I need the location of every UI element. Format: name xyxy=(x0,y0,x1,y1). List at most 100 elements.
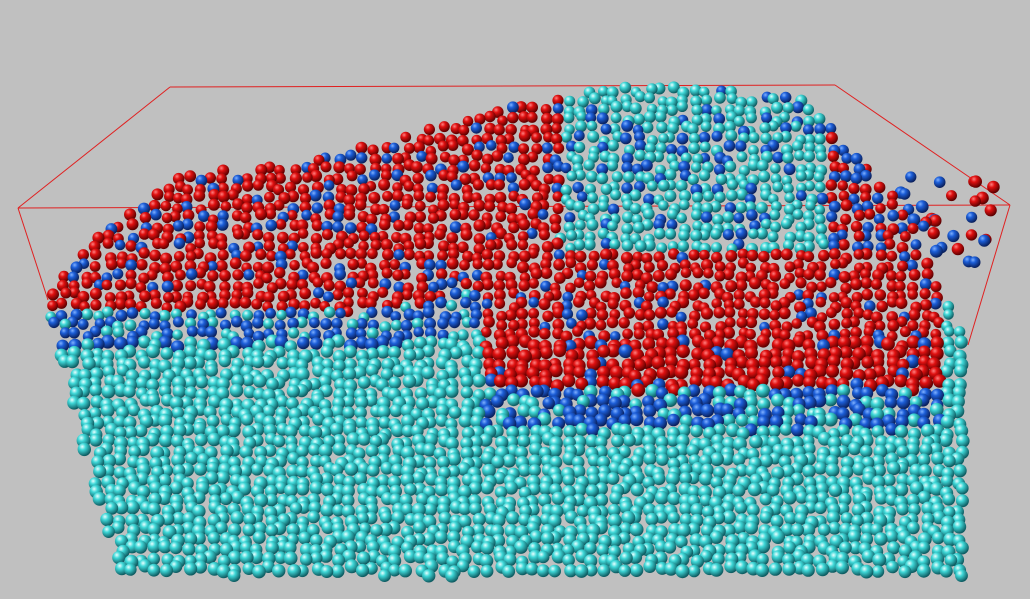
particle xyxy=(149,250,161,262)
particle xyxy=(736,414,749,427)
particle xyxy=(502,454,516,468)
particle xyxy=(263,291,275,303)
particle xyxy=(240,250,252,262)
particle xyxy=(987,181,1000,194)
particle xyxy=(278,291,290,303)
particle xyxy=(691,162,702,173)
particle xyxy=(861,277,873,289)
particle xyxy=(664,190,676,202)
particle xyxy=(113,327,125,339)
particle xyxy=(185,280,196,291)
particle xyxy=(610,189,621,200)
particle xyxy=(332,211,343,222)
particle xyxy=(474,233,486,245)
particle xyxy=(116,310,128,322)
particle xyxy=(966,212,977,223)
particle xyxy=(760,297,771,308)
particle xyxy=(874,182,886,194)
particle xyxy=(207,415,220,428)
particle xyxy=(920,376,934,390)
particle xyxy=(805,200,816,211)
particle xyxy=(910,250,921,261)
particle xyxy=(437,318,449,330)
particle xyxy=(633,287,645,299)
particle xyxy=(184,562,197,575)
particle xyxy=(355,248,367,260)
particle xyxy=(428,213,439,224)
particle xyxy=(313,287,324,298)
particle xyxy=(47,300,58,311)
particle xyxy=(725,280,737,292)
particle xyxy=(655,307,667,319)
particle xyxy=(90,299,101,310)
particle xyxy=(587,121,598,132)
particle xyxy=(851,221,863,233)
particle xyxy=(928,227,940,239)
particle xyxy=(392,270,403,281)
particle xyxy=(608,298,619,309)
particle xyxy=(607,221,618,232)
particle xyxy=(412,173,423,184)
particle xyxy=(542,241,554,253)
particle xyxy=(101,404,115,418)
particle xyxy=(584,239,596,251)
particle xyxy=(173,385,186,398)
particle xyxy=(759,122,770,133)
particle xyxy=(985,204,997,216)
particle xyxy=(598,201,609,212)
particle xyxy=(872,193,883,204)
particle xyxy=(528,326,540,338)
particle xyxy=(643,452,656,465)
particle xyxy=(506,258,517,269)
particle xyxy=(667,219,678,230)
particle xyxy=(102,385,116,399)
particle xyxy=(251,299,262,310)
particle xyxy=(310,190,322,202)
particle xyxy=(115,240,126,251)
particle xyxy=(966,229,977,240)
particle xyxy=(194,463,207,476)
particle xyxy=(163,292,174,303)
particle xyxy=(93,492,107,506)
particle xyxy=(542,162,553,173)
particle xyxy=(345,248,356,259)
particle xyxy=(450,221,462,233)
particle xyxy=(207,298,219,310)
particle xyxy=(484,201,495,212)
particle xyxy=(471,150,482,161)
particle xyxy=(701,95,712,106)
particle xyxy=(791,318,802,329)
particle xyxy=(668,512,680,524)
particle xyxy=(359,231,370,242)
particle xyxy=(367,327,379,339)
particle xyxy=(127,307,139,319)
particle xyxy=(896,503,909,516)
particle xyxy=(678,230,690,242)
particle xyxy=(404,181,415,192)
particle xyxy=(357,174,368,185)
particle xyxy=(803,124,814,135)
particle xyxy=(916,200,929,213)
particle xyxy=(861,289,873,301)
particle xyxy=(492,348,506,362)
particle xyxy=(276,310,287,321)
particle xyxy=(934,176,946,188)
particle xyxy=(481,565,494,578)
particle xyxy=(896,271,907,282)
particle xyxy=(690,425,703,438)
particle xyxy=(272,564,285,577)
particle xyxy=(345,150,356,161)
particle xyxy=(653,270,665,282)
particle xyxy=(313,277,324,288)
particle xyxy=(725,130,737,142)
particle xyxy=(794,150,805,161)
particle xyxy=(469,318,480,329)
particle xyxy=(861,356,874,369)
particle xyxy=(826,463,840,477)
particle xyxy=(286,279,298,291)
particle xyxy=(358,433,371,446)
particle xyxy=(491,395,504,408)
particle xyxy=(909,269,921,281)
particle xyxy=(677,394,690,407)
particle xyxy=(630,523,644,537)
